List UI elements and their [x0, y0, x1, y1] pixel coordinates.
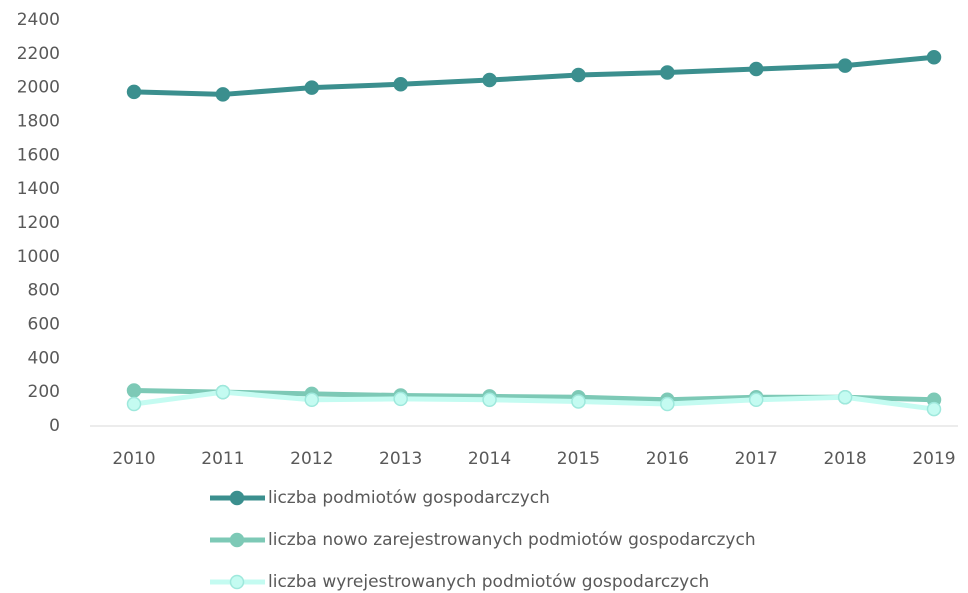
x-tick-label: 2014 — [468, 449, 511, 469]
x-tick-label: 2017 — [735, 449, 778, 469]
data-point — [571, 394, 586, 409]
y-tick-label: 2200 — [17, 44, 60, 64]
data-point — [571, 67, 586, 83]
x-tick-label: 2018 — [823, 449, 866, 469]
y-tick-label: 800 — [28, 281, 60, 301]
y-tick-label: 200 — [28, 382, 60, 402]
x-tick-label: 2013 — [379, 449, 422, 469]
data-point — [748, 61, 764, 77]
data-point — [482, 72, 497, 88]
data-point — [748, 392, 764, 408]
x-tick-label: 2019 — [912, 449, 955, 469]
data-point — [482, 392, 497, 408]
data-point — [660, 396, 675, 412]
legend-label: liczba nowo zarejestrowanych podmiotów g… — [268, 530, 756, 550]
data-point — [126, 84, 142, 100]
data-point — [926, 49, 942, 65]
y-tick-label: 1600 — [17, 145, 60, 165]
legend-marker — [229, 490, 245, 506]
data-point — [837, 58, 853, 73]
y-tick-label: 1800 — [17, 112, 60, 132]
y-tick-label: 600 — [28, 315, 60, 335]
y-tick-label: 1200 — [17, 213, 60, 233]
data-point — [304, 80, 320, 95]
x-tick-label: 2012 — [290, 449, 333, 469]
data-point — [304, 392, 320, 408]
x-tick-label: 2010 — [112, 449, 155, 469]
data-point — [126, 383, 142, 398]
y-tick-label: 400 — [28, 348, 60, 368]
legend-marker — [229, 532, 245, 548]
legend-marker — [229, 574, 245, 590]
series-line — [133, 54, 935, 97]
data-point — [393, 391, 408, 407]
y-tick-label: 1000 — [17, 247, 60, 267]
y-tick-label: 1400 — [17, 179, 60, 199]
data-point — [393, 77, 408, 92]
y-tick-label: 0 — [49, 416, 60, 436]
x-tick-label: 2015 — [557, 449, 600, 469]
series-line — [133, 389, 935, 412]
y-tick-label: 2400 — [17, 10, 60, 30]
x-tick-label: 2011 — [201, 449, 244, 469]
y-tick-label: 2000 — [17, 78, 60, 98]
data-point — [215, 384, 231, 400]
x-tick-label: 2016 — [646, 449, 689, 469]
legend-label: liczba wyrejestrowanych podmiotów gospod… — [268, 572, 709, 592]
data-point — [660, 65, 675, 80]
data-point — [926, 401, 942, 417]
data-point — [215, 87, 231, 102]
legend-label: liczba podmiotów gospodarczych — [268, 488, 550, 508]
data-point — [126, 396, 142, 412]
data-point — [837, 389, 853, 405]
